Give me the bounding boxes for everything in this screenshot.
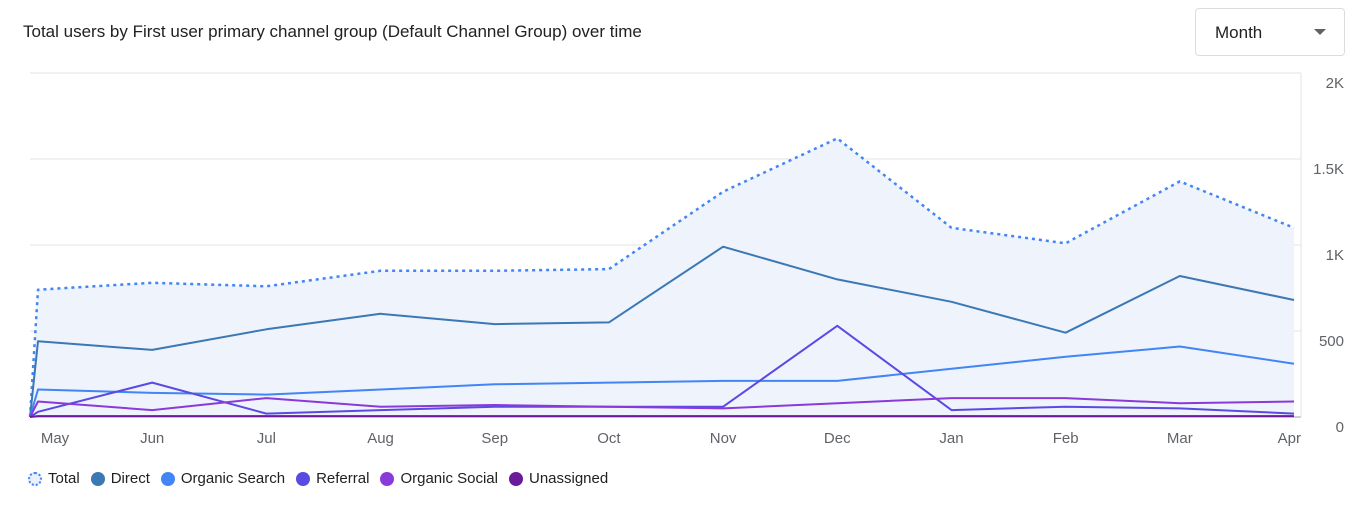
x-tick-label: May xyxy=(41,430,70,447)
series-line-organic-social xyxy=(29,397,1295,418)
legend-item-organic-social[interactable]: Organic Social xyxy=(380,470,498,487)
legend-label: Direct xyxy=(110,470,150,487)
x-tick-label: Aug xyxy=(367,430,394,447)
y-tick-label: 2K xyxy=(1326,75,1344,92)
legend-swatch xyxy=(380,471,395,486)
series-line-unassigned xyxy=(29,415,1294,418)
legend-label: Organic Search xyxy=(180,470,286,487)
x-tick-label: Jul xyxy=(257,430,276,447)
x-tick-label: Jan xyxy=(939,430,963,447)
legend-item-direct[interactable]: Direct xyxy=(90,470,150,487)
chart-legend: Total Direct Organic Search Referral Organic… xyxy=(28,470,619,487)
y-tick-label: 500 xyxy=(1319,333,1344,350)
legend-swatch xyxy=(90,471,105,486)
x-tick-label: Nov xyxy=(710,430,737,447)
x-tick-label: Sep xyxy=(481,430,508,447)
legend-item-unassigned[interactable]: Unassigned xyxy=(508,470,609,487)
period-dropdown[interactable]: Month xyxy=(1195,8,1345,56)
legend-label: Unassigned xyxy=(528,470,609,487)
chart-title: Total users by First user primary channe… xyxy=(23,22,642,41)
series-area-total xyxy=(30,138,1294,417)
x-tick-label: Apr xyxy=(1278,430,1301,447)
legend-label: Referral xyxy=(316,470,370,487)
legend-item-organic-search[interactable]: Organic Search xyxy=(160,470,286,487)
legend-swatch xyxy=(296,471,311,486)
y-tick-label: 0 xyxy=(1336,419,1344,436)
line-chart: 0 500 1K 1.5K 2K May Jun Jul Aug Sep Oct Nov Dec Jan F… xyxy=(28,72,1344,447)
x-tick-label: Mar xyxy=(1167,430,1193,447)
legend-swatch xyxy=(28,471,42,486)
y-tick-label: 1.5K xyxy=(1313,161,1344,178)
legend-label: Organic Social xyxy=(400,470,498,487)
legend-swatch xyxy=(160,471,175,486)
x-tick-label: Oct xyxy=(597,430,621,447)
x-tick-label: Dec xyxy=(824,430,851,447)
legend-swatch xyxy=(508,471,523,486)
legend-item-total[interactable]: Total xyxy=(28,470,80,487)
series-line-organic-search xyxy=(29,345,1295,418)
legend-item-referral[interactable]: Referral xyxy=(296,470,369,487)
y-tick-label: 1K xyxy=(1326,247,1344,264)
x-tick-label: Jun xyxy=(140,430,164,447)
series-line-direct xyxy=(29,245,1295,418)
period-dropdown-value: Month xyxy=(1215,23,1263,42)
legend-label: Total xyxy=(48,470,80,487)
chevron-down-icon xyxy=(1314,29,1326,35)
x-tick-label: Feb xyxy=(1053,430,1079,447)
